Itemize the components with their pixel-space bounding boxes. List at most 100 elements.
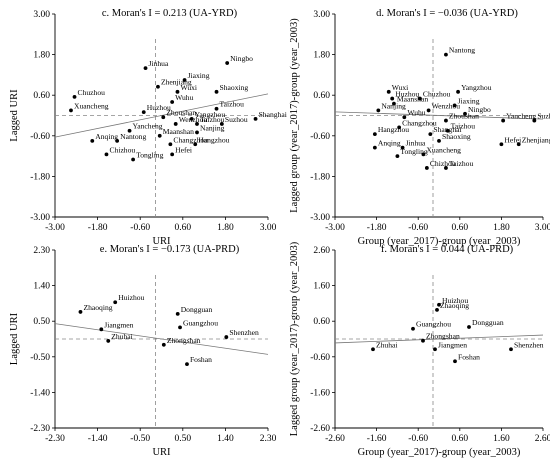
data-point bbox=[509, 347, 513, 352]
point-label: Huzhou bbox=[147, 103, 171, 112]
point-label: Zhenjiang bbox=[522, 135, 550, 144]
data-point bbox=[156, 84, 160, 89]
data-point bbox=[175, 311, 180, 316]
y-tick-label: 1.80 bbox=[313, 51, 330, 61]
point-label: Wuhu bbox=[175, 93, 193, 102]
y-tick-label: -0.60 bbox=[310, 132, 330, 142]
regression-line bbox=[334, 334, 544, 344]
x-tick-label: -1.80 bbox=[88, 223, 108, 233]
data-point bbox=[173, 122, 178, 126]
data-point bbox=[161, 115, 166, 120]
x-tick-label: -3.00 bbox=[45, 223, 65, 233]
point-label: Taizhou bbox=[451, 122, 476, 131]
point-label: Zhuhai bbox=[111, 332, 133, 341]
data-point bbox=[157, 133, 162, 138]
point-label: Foshan bbox=[458, 352, 480, 361]
data-point bbox=[444, 118, 448, 123]
point-label: Anqing bbox=[95, 132, 118, 141]
data-point bbox=[253, 116, 258, 121]
data-point bbox=[195, 122, 199, 126]
data-point bbox=[421, 338, 425, 343]
x-tick-label: 2.30 bbox=[260, 434, 277, 444]
data-point bbox=[428, 132, 433, 137]
point-label: Foshan bbox=[190, 355, 212, 364]
point-label: Huizhou bbox=[442, 296, 468, 305]
point-label: Xuancheng bbox=[426, 145, 461, 154]
point-label: Chuzhou bbox=[423, 90, 451, 99]
point-label: Nantong bbox=[120, 132, 146, 141]
point-label: Guangzhou bbox=[416, 320, 451, 329]
point-label: Yancheng bbox=[506, 112, 536, 121]
data-point bbox=[501, 118, 506, 123]
point-label: Guangzhou bbox=[183, 318, 218, 327]
point-label: Jiaxing bbox=[188, 71, 210, 80]
point-label: Shenzhen bbox=[229, 328, 259, 337]
y-tick-label: -0.60 bbox=[30, 132, 50, 142]
x-tick-label: 0.50 bbox=[174, 434, 191, 444]
data-point bbox=[115, 138, 120, 143]
point-label: Zhaoqing bbox=[440, 301, 469, 310]
data-point bbox=[214, 106, 219, 111]
point-label: Hefei bbox=[504, 135, 521, 144]
data-point bbox=[131, 157, 136, 162]
y-axis-label: Lagged group (year_2017)-group (year_200… bbox=[289, 241, 300, 436]
y-tick-label: 0.60 bbox=[313, 317, 330, 327]
point-label: Yangzhou bbox=[461, 83, 492, 92]
x-tick-label: -1.40 bbox=[88, 434, 108, 444]
x-tick-label: 0.60 bbox=[451, 223, 468, 233]
point-label: Zhongshan bbox=[167, 336, 201, 345]
point-label: Chizhou bbox=[109, 145, 135, 154]
point-label: Chuzhou bbox=[78, 88, 106, 97]
x-tick-label: 1.40 bbox=[217, 434, 234, 444]
data-point bbox=[214, 89, 219, 94]
data-point bbox=[168, 142, 173, 147]
data-point bbox=[99, 327, 104, 332]
point-label: Tongling bbox=[400, 147, 428, 156]
y-tick-label: 2.60 bbox=[313, 246, 330, 256]
point-label: Ningbo bbox=[230, 54, 253, 63]
y-tick-label: 2.30 bbox=[33, 246, 50, 256]
panel-d: -3.00 -1.80 -0.60 0.60 1.80 3.00 3.00 1.80 0.60 -… bbox=[289, 8, 550, 247]
point-label: Suzhou bbox=[225, 115, 248, 124]
y-tick-label: -0.50 bbox=[30, 353, 50, 363]
point-label: Xuancheng bbox=[74, 101, 109, 110]
point-label: Dongguan bbox=[472, 318, 504, 327]
point-label: Wenzhou bbox=[432, 101, 461, 110]
point-label: Hangzhou bbox=[378, 125, 409, 134]
data-point bbox=[444, 52, 448, 57]
data-point bbox=[392, 101, 396, 106]
data-point bbox=[433, 347, 437, 352]
data-point bbox=[224, 335, 229, 339]
point-label: Chizhou bbox=[430, 159, 456, 168]
data-point bbox=[141, 110, 146, 115]
point-label: Hangzhou bbox=[198, 135, 229, 144]
regression-line bbox=[334, 111, 544, 120]
data-point bbox=[193, 142, 198, 147]
data-point bbox=[371, 347, 375, 352]
point-label: Zhenjiang bbox=[161, 78, 192, 87]
data-point bbox=[456, 89, 460, 94]
y-tick-label: 0.50 bbox=[33, 317, 50, 327]
x-tick-label: -0.60 bbox=[408, 434, 428, 444]
y-tick-label: 0.60 bbox=[33, 91, 50, 101]
point-label: Suzhou bbox=[537, 112, 550, 121]
data-point bbox=[426, 108, 431, 113]
data-point bbox=[225, 61, 230, 65]
point-label: Changzhou bbox=[173, 135, 208, 144]
y-tick-label: -2.60 bbox=[310, 424, 330, 434]
y-tick-label: -1.40 bbox=[30, 388, 50, 398]
data-point bbox=[463, 111, 467, 116]
point-label: Nanjing bbox=[200, 123, 225, 132]
panel-title: e. Moran's I = −0.173 (UA-PRD) bbox=[100, 244, 240, 255]
data-point bbox=[397, 125, 402, 130]
data-point bbox=[499, 142, 504, 147]
point-label: Shanghai bbox=[259, 110, 287, 119]
data-point bbox=[178, 325, 182, 330]
point-label: Wuxi bbox=[392, 83, 409, 92]
y-tick-label: 0.60 bbox=[313, 91, 330, 101]
point-label: Wuxi bbox=[180, 83, 197, 92]
data-point bbox=[390, 96, 395, 101]
point-label: Dongguan bbox=[181, 305, 213, 314]
point-label: Jinhua bbox=[149, 59, 169, 68]
y-tick-label: -3.00 bbox=[30, 213, 50, 223]
